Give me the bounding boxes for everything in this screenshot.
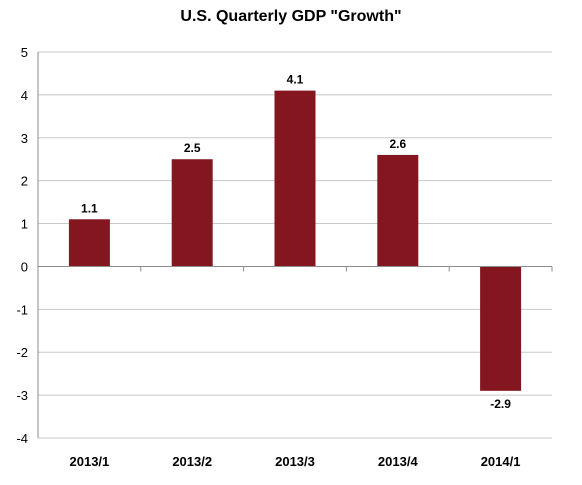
data-label: 2.5 <box>184 141 201 155</box>
data-label: 1.1 <box>81 201 98 215</box>
bar <box>480 266 522 391</box>
y-tick-label: -1 <box>16 302 28 317</box>
y-tick-label: -2 <box>16 345 28 360</box>
x-tick-label: 2013/1 <box>70 454 110 469</box>
data-label: 4.1 <box>287 73 304 87</box>
y-tick-label: 5 <box>21 45 28 60</box>
x-tick-label: 2013/3 <box>275 454 315 469</box>
y-tick-label: 1 <box>21 217 28 232</box>
bar <box>171 159 213 267</box>
x-axis <box>37 52 553 438</box>
chart-title: U.S. Quarterly GDP "Growth" <box>180 8 402 25</box>
x-tick-label: 2014/1 <box>481 454 521 469</box>
bars <box>68 90 522 391</box>
y-tick-label: 4 <box>21 88 28 103</box>
data-label: -2.9 <box>490 397 511 411</box>
y-tick-label: 0 <box>21 259 28 274</box>
y-tick-label: 3 <box>21 131 28 146</box>
x-tick-label: 2013/4 <box>378 454 419 469</box>
bar <box>68 219 110 267</box>
data-label: 2.6 <box>389 137 406 151</box>
y-axis-tick-labels: 5 4 3 2 1 0 -1 -2 -3 -4 <box>16 45 28 446</box>
bar <box>377 154 419 267</box>
bar <box>274 90 316 267</box>
x-tick-label: 2013/2 <box>172 454 212 469</box>
y-tick-label: -4 <box>16 431 28 446</box>
x-axis-category-labels: 2013/1 2013/2 2013/3 2013/4 2014/1 <box>70 454 521 469</box>
data-labels: 1.1 2.5 4.1 2.6 -2.9 <box>81 73 511 411</box>
y-tick-label: -3 <box>16 388 28 403</box>
y-tick-label: 2 <box>21 174 28 189</box>
